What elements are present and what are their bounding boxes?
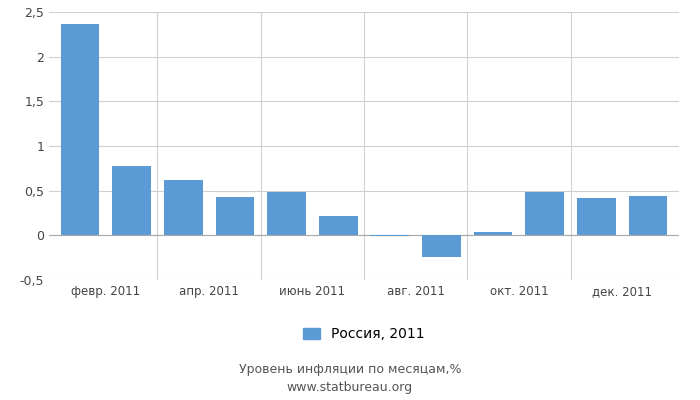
Bar xyxy=(422,235,461,257)
Legend: Россия, 2011: Россия, 2011 xyxy=(303,327,425,341)
Bar xyxy=(629,196,667,235)
Bar xyxy=(61,24,99,235)
Bar xyxy=(474,232,512,235)
Text: Уровень инфляции по месяцам,%: Уровень инфляции по месяцам,% xyxy=(239,364,461,376)
Text: www.statbureau.org: www.statbureau.org xyxy=(287,382,413,394)
Bar xyxy=(370,235,410,236)
Bar xyxy=(267,192,306,235)
Bar xyxy=(164,180,202,235)
Bar xyxy=(526,192,564,235)
Bar xyxy=(112,166,151,235)
Bar xyxy=(577,198,616,235)
Bar xyxy=(318,216,358,235)
Bar xyxy=(216,197,254,235)
